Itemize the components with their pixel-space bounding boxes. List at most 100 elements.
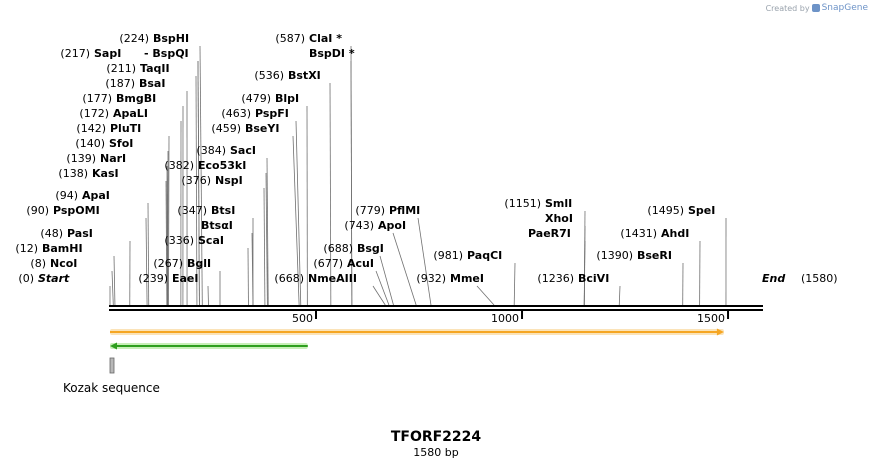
site-label-bspdi-30[interactable]: BspDI *	[309, 47, 355, 60]
site-label-paqci-37[interactable]: PaqCI	[467, 249, 502, 262]
site-number-bamhi-2: (12)	[15, 242, 38, 255]
site-label-bsai-12[interactable]: BsaI	[139, 77, 165, 90]
site-label-bspqi-15[interactable]: - BspQI	[144, 47, 189, 60]
site-label-pspfi-26[interactable]: PspFI	[255, 107, 289, 120]
site-label-btsi-21[interactable]: BtsI	[211, 204, 235, 217]
site-line-eco53ki-23	[265, 172, 268, 306]
site-number-pspfi-26: (463)	[221, 107, 251, 120]
site-number-bmgbi-11: (177)	[82, 92, 112, 105]
site-number-bsgi-33: (688)	[323, 242, 353, 255]
site-number-eco53ki-23: (382)	[164, 159, 194, 172]
tick-label-1500: 1500	[697, 312, 725, 325]
site-line-nspi-22	[263, 187, 266, 306]
site-line-bseyi-25	[292, 135, 300, 306]
site-label-eco53ki-23[interactable]: Eco53kI	[198, 159, 246, 172]
dna-backbone	[109, 305, 763, 311]
site-label-nmeaiii-31[interactable]: NmeAIII	[308, 272, 357, 285]
feature-arrow-orf	[716, 328, 724, 336]
feature-arrow-green-feature	[110, 342, 117, 350]
site-label-paer7i-40[interactable]: PaeR7I	[528, 227, 571, 240]
site-line-paer7i-40	[583, 240, 586, 306]
snapgene-credit: Created by SnapGene	[766, 3, 868, 13]
site-label-kasi-6[interactable]: KasI	[92, 167, 119, 180]
site-lines	[109, 45, 727, 306]
site-number-nmeaiii-31: (668)	[274, 272, 304, 285]
site-number-btsi-21: (347)	[177, 204, 207, 217]
site-number-ahdi-43: (1431)	[620, 227, 657, 240]
feature-kozak-sequence[interactable]	[109, 357, 115, 374]
site-number-apai-5: (94)	[55, 189, 78, 202]
site-number-clai-29: (587)	[275, 32, 305, 45]
site-label-pluti-9[interactable]: PluTI	[110, 122, 141, 135]
site-label-bseyi-25[interactable]: BseYI	[245, 122, 279, 135]
site-number-scai-19: (336)	[164, 234, 194, 247]
credit-prefix: Created by	[765, 3, 810, 13]
site-label-pasi-3[interactable]: PasI	[67, 227, 93, 240]
end-position-number: (1580)	[801, 272, 838, 285]
map-title: TFORF2224	[390, 429, 482, 445]
site-number-bgli-18: (267)	[153, 257, 183, 270]
site-label-apoi-34[interactable]: ApoI	[378, 219, 406, 232]
site-line-apoi-34	[392, 232, 417, 306]
snapgene-logo-icon	[811, 4, 820, 12]
site-label-bamhi-2[interactable]: BamHI	[42, 242, 83, 255]
site-label-eaei-17[interactable]: EaeI	[172, 272, 199, 285]
site-label-end-45[interactable]: End	[762, 272, 785, 285]
site-label-smli-38[interactable]: SmlI	[545, 197, 572, 210]
site-label-spei-44[interactable]: SpeI	[688, 204, 715, 217]
site-line-mmei-36	[476, 285, 495, 306]
site-number-pspomi-4: (90)	[26, 204, 49, 217]
feature-label-kozak-sequence: Kozak sequence	[63, 381, 160, 395]
site-label-taqii-13[interactable]: TaqII	[140, 62, 170, 75]
site-line-bcivi-41	[618, 285, 621, 306]
site-label-bseri-42[interactable]: BseRI	[637, 249, 672, 262]
site-label-bsphi-16[interactable]: BspHI	[153, 32, 189, 45]
site-label-mmei-36[interactable]: MmeI	[450, 272, 484, 285]
site-number-apoi-34: (743)	[344, 219, 374, 232]
site-number-bstxi-28: (536)	[254, 69, 284, 82]
site-line-pspomi-4	[145, 217, 148, 306]
site-label-pflmi-35[interactable]: PflMI	[389, 204, 420, 217]
site-label-acui-32[interactable]: AcuI	[347, 257, 374, 270]
site-label-nari-7[interactable]: NarI	[100, 152, 126, 165]
site-label-bstxi-28[interactable]: BstXI	[288, 69, 321, 82]
tick-label-1000: 1000	[491, 312, 519, 325]
site-line-bsphi-16	[199, 45, 203, 306]
site-number-apali-10: (172)	[79, 107, 109, 120]
site-label-apai-5[interactable]: ApaI	[82, 189, 110, 202]
site-line-bspqi-15	[197, 60, 200, 306]
site-label-clai-29[interactable]: ClaI *	[309, 32, 342, 45]
site-number-paqci-37: (981)	[433, 249, 463, 262]
site-label-bcivi-41[interactable]: BciVI	[578, 272, 609, 285]
site-number-spei-44: (1495)	[647, 204, 684, 217]
site-label-ncoi-1[interactable]: NcoI	[50, 257, 77, 270]
site-number-start-0: (0)	[18, 272, 34, 285]
site-line-kasi-6	[165, 180, 168, 306]
site-number-pluti-9: (142)	[76, 122, 106, 135]
features: Kozak sequence	[63, 328, 724, 395]
site-label-bts-i-20[interactable]: BtsαI	[201, 219, 233, 232]
site-label-nspi-22[interactable]: NspI	[215, 174, 243, 187]
site-number-bsphi-16: (224)	[119, 32, 149, 45]
site-label-sapi-14[interactable]: SapI	[94, 47, 121, 60]
site-label-pspomi-4[interactable]: PspOMI	[53, 204, 100, 217]
site-labels: (0) Start (8) NcoI (12) BamHI (48) PasI (90) PspO…	[15, 32, 837, 285]
site-number-ncoi-1: (8)	[30, 257, 46, 270]
site-label-apali-10[interactable]: ApaLI	[113, 107, 148, 120]
site-label-sfoi-8[interactable]: SfoI	[109, 137, 133, 150]
site-number-acui-32: (677)	[313, 257, 343, 270]
site-label-saci-24[interactable]: SacI	[230, 144, 256, 157]
site-label-bgli-18[interactable]: BglI	[187, 257, 211, 270]
site-label-bmgbi-11[interactable]: BmgBI	[116, 92, 156, 105]
site-label-scai-19[interactable]: ScaI	[198, 234, 224, 247]
ruler-ticks: 500 1000 1500	[292, 311, 730, 325]
site-label-blpi-27[interactable]: BlpI	[275, 92, 299, 105]
site-number-bseri-42: (1390)	[596, 249, 633, 262]
site-number-bcivi-41: (1236)	[537, 272, 574, 285]
site-label-start-0[interactable]: Start	[38, 272, 70, 285]
site-label-bsgi-33[interactable]: BsgI	[357, 242, 384, 255]
site-number-sfoi-8: (140)	[75, 137, 105, 150]
site-label-xhoi-39[interactable]: XhoI	[545, 212, 573, 225]
site-label-ahdi-43[interactable]: AhdI	[661, 227, 689, 240]
